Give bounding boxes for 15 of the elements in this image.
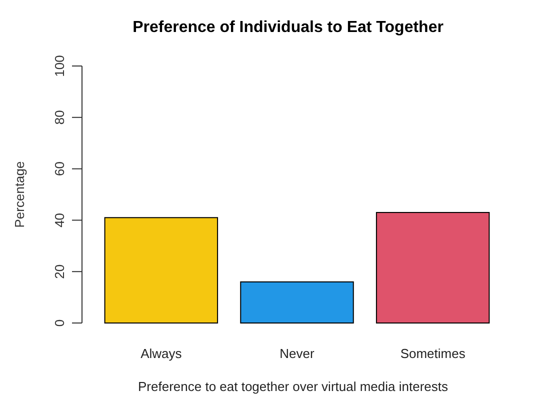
y-tick-label: 80: [52, 110, 67, 125]
bar: [376, 212, 490, 324]
x-tick-label: Never: [280, 346, 316, 361]
y-tick-label: 40: [52, 212, 67, 228]
y-tick-label: 60: [52, 162, 67, 176]
y-tick-label: 100: [52, 55, 67, 77]
y-tick-label: 0: [52, 319, 67, 327]
bar: [104, 217, 218, 324]
bar: [240, 281, 354, 324]
y-tick-label: 20: [52, 264, 67, 279]
x-tick-label: Always: [140, 346, 182, 361]
chart-title: Preference of Individuals to Eat Together: [132, 19, 444, 36]
x-tick-label: Sometimes: [400, 346, 466, 361]
y-axis-title: Percentage: [12, 161, 27, 228]
x-axis-title: Preference to eat together over virtual media interests: [138, 379, 448, 394]
